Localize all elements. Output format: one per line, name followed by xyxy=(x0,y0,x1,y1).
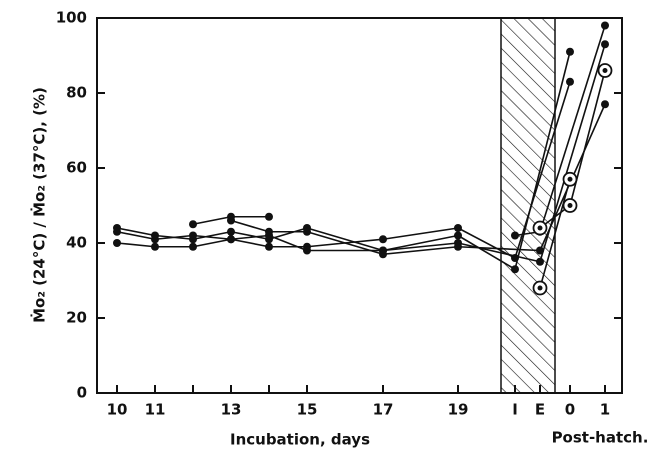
series-segment xyxy=(116,227,156,237)
series-segment xyxy=(457,234,516,270)
point-center xyxy=(537,285,543,291)
y-tick-label: 0 xyxy=(77,384,87,402)
point xyxy=(511,265,519,274)
point xyxy=(113,239,121,247)
point xyxy=(379,250,387,259)
series-segment xyxy=(192,238,232,248)
y-tick-label: 100 xyxy=(56,9,87,27)
point xyxy=(566,47,574,56)
point xyxy=(536,246,544,255)
x-tick-label: 11 xyxy=(145,401,166,419)
point xyxy=(511,231,519,240)
hatched-band xyxy=(500,17,556,394)
series-segment xyxy=(539,179,571,289)
series-segment xyxy=(514,81,571,259)
y-tick-label: 40 xyxy=(66,234,87,252)
series-segment xyxy=(382,245,459,256)
series-segment xyxy=(230,230,270,241)
point-center xyxy=(567,176,573,182)
point xyxy=(601,21,609,30)
point xyxy=(265,227,273,236)
series-segment xyxy=(569,70,606,206)
series-segment xyxy=(306,227,384,252)
point xyxy=(536,257,544,266)
x-tick-label: 15 xyxy=(297,401,318,419)
point xyxy=(113,227,121,236)
x-tick-label: 17 xyxy=(373,401,394,419)
series-segment xyxy=(514,51,571,270)
point-center xyxy=(602,68,608,73)
x-tick-label: 13 xyxy=(221,401,242,419)
x-tick-label: E xyxy=(535,401,545,419)
x-axis-label-posthatch: Post-hatch. xyxy=(552,429,649,447)
point xyxy=(566,77,574,86)
point xyxy=(151,242,159,251)
point xyxy=(189,220,197,229)
series-segment xyxy=(382,227,459,241)
series-segment xyxy=(116,242,156,248)
series-segment xyxy=(116,230,156,241)
series-segment xyxy=(192,234,232,241)
series-segment xyxy=(154,234,194,241)
series-segment xyxy=(306,230,384,256)
series-segment xyxy=(230,238,270,248)
point xyxy=(454,242,462,251)
point xyxy=(227,227,235,236)
series-segment xyxy=(457,242,541,263)
point xyxy=(303,246,311,255)
point xyxy=(227,235,235,244)
point xyxy=(265,242,273,251)
x-tick-label: 0 xyxy=(565,401,575,419)
series-segment xyxy=(457,245,541,252)
x-tick-label: I xyxy=(512,401,518,419)
x-axis-label: Incubation, days xyxy=(230,431,370,449)
x-tick-label: 1 xyxy=(600,401,610,419)
series-segment xyxy=(382,234,459,252)
series-segment xyxy=(268,234,308,252)
point xyxy=(379,235,387,244)
point xyxy=(601,40,609,49)
series-segment xyxy=(457,227,516,259)
series-segment xyxy=(192,215,232,226)
point xyxy=(454,224,462,232)
y-tick-label: 60 xyxy=(66,159,87,177)
series-segment xyxy=(539,25,606,232)
point xyxy=(303,227,311,236)
series-segment xyxy=(192,230,232,241)
x-tick-label: 10 xyxy=(107,401,128,419)
series-segment xyxy=(230,234,270,241)
y-tick-label: 20 xyxy=(66,309,87,327)
x-tick-label: 19 xyxy=(448,401,469,419)
y-axis-label: Ṁo₂ (24°C) / Ṁo₂ (37°C), (%) xyxy=(30,87,49,323)
point xyxy=(189,231,197,240)
series-segment xyxy=(382,242,459,252)
point-center xyxy=(537,225,543,231)
series-segment xyxy=(230,219,270,233)
point xyxy=(151,235,159,244)
plot-frame xyxy=(96,17,623,394)
point xyxy=(227,216,235,225)
point xyxy=(189,242,197,251)
point xyxy=(265,212,273,221)
point xyxy=(454,231,462,240)
point xyxy=(601,100,609,109)
point-center xyxy=(567,203,573,208)
y-tick-label: 80 xyxy=(66,84,87,102)
